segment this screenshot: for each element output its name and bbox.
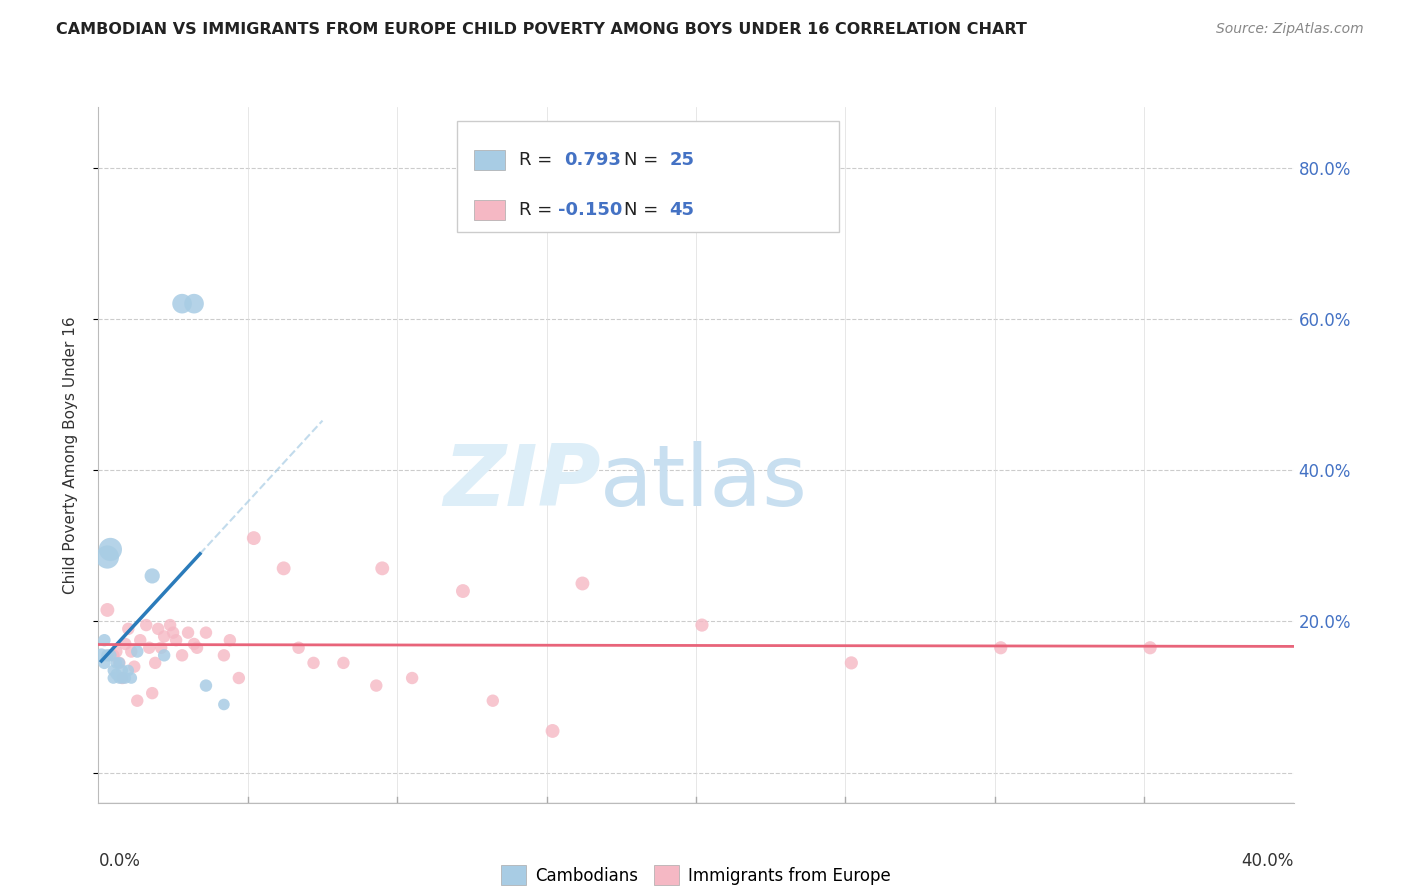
Point bbox=[371, 561, 394, 575]
Point bbox=[96, 549, 118, 564]
Point bbox=[141, 569, 163, 583]
Text: R =: R = bbox=[519, 201, 558, 219]
Point bbox=[273, 561, 295, 575]
Point bbox=[117, 622, 139, 636]
Point bbox=[105, 667, 128, 681]
Point bbox=[228, 671, 250, 685]
Point bbox=[93, 656, 115, 670]
Point bbox=[96, 603, 118, 617]
Text: R =: R = bbox=[519, 151, 558, 169]
Point bbox=[150, 640, 173, 655]
Text: atlas: atlas bbox=[600, 442, 808, 524]
Text: Source: ZipAtlas.com: Source: ZipAtlas.com bbox=[1216, 22, 1364, 37]
Point bbox=[451, 584, 474, 599]
Point bbox=[148, 622, 170, 636]
Text: N =: N = bbox=[624, 151, 664, 169]
Point bbox=[481, 694, 505, 708]
Point bbox=[162, 625, 184, 640]
Text: ZIP: ZIP bbox=[443, 442, 600, 524]
Point bbox=[195, 679, 218, 693]
Point bbox=[183, 637, 205, 651]
Point bbox=[219, 633, 242, 648]
Point bbox=[183, 296, 205, 310]
Point bbox=[127, 644, 149, 658]
Point bbox=[159, 618, 181, 632]
Point bbox=[117, 664, 139, 678]
Point bbox=[108, 656, 131, 670]
Point bbox=[120, 671, 142, 685]
Text: N =: N = bbox=[624, 201, 664, 219]
Point bbox=[114, 671, 136, 685]
Point bbox=[571, 576, 593, 591]
Point bbox=[153, 648, 176, 663]
Text: -0.150: -0.150 bbox=[558, 201, 623, 219]
Point bbox=[172, 296, 194, 310]
Point bbox=[114, 637, 136, 651]
Point bbox=[195, 625, 218, 640]
Point bbox=[111, 664, 134, 678]
Point bbox=[990, 640, 1012, 655]
Point bbox=[541, 723, 564, 738]
Point bbox=[111, 671, 134, 685]
Point bbox=[287, 640, 309, 655]
Text: 0.793: 0.793 bbox=[564, 151, 620, 169]
Text: 25: 25 bbox=[669, 151, 695, 169]
Text: CAMBODIAN VS IMMIGRANTS FROM EUROPE CHILD POVERTY AMONG BOYS UNDER 16 CORRELATIO: CAMBODIAN VS IMMIGRANTS FROM EUROPE CHIL… bbox=[56, 22, 1028, 37]
Point bbox=[103, 671, 125, 685]
Point bbox=[212, 698, 235, 712]
Point bbox=[120, 644, 142, 658]
Point bbox=[165, 633, 187, 648]
Point bbox=[100, 648, 122, 663]
Point bbox=[103, 648, 125, 663]
Point bbox=[243, 531, 266, 545]
Point bbox=[177, 625, 200, 640]
Point bbox=[138, 640, 160, 655]
Point bbox=[108, 671, 131, 685]
Point bbox=[141, 686, 163, 700]
Point bbox=[366, 679, 388, 693]
Point bbox=[93, 633, 115, 648]
Y-axis label: Child Poverty Among Boys Under 16: Child Poverty Among Boys Under 16 bbox=[63, 316, 77, 594]
Point bbox=[127, 694, 149, 708]
Point bbox=[212, 648, 235, 663]
Point bbox=[111, 671, 134, 685]
Point bbox=[103, 664, 125, 678]
Point bbox=[135, 618, 157, 632]
Point bbox=[129, 633, 152, 648]
Point bbox=[108, 656, 131, 670]
Point bbox=[186, 640, 208, 655]
Point bbox=[105, 656, 128, 670]
Text: 40.0%: 40.0% bbox=[1241, 852, 1294, 870]
Point bbox=[100, 542, 122, 557]
Point bbox=[172, 648, 194, 663]
Point bbox=[124, 659, 146, 673]
Point bbox=[105, 644, 128, 658]
Point bbox=[401, 671, 423, 685]
Point bbox=[1139, 640, 1161, 655]
Legend: Cambodians, Immigrants from Europe: Cambodians, Immigrants from Europe bbox=[495, 858, 897, 892]
Point bbox=[90, 648, 112, 663]
Point bbox=[841, 656, 863, 670]
Text: 0.0%: 0.0% bbox=[98, 852, 141, 870]
Point bbox=[302, 656, 325, 670]
Point bbox=[332, 656, 354, 670]
Text: 45: 45 bbox=[669, 201, 695, 219]
Point bbox=[153, 629, 176, 643]
Point bbox=[143, 656, 166, 670]
Point bbox=[96, 648, 118, 663]
Point bbox=[690, 618, 713, 632]
